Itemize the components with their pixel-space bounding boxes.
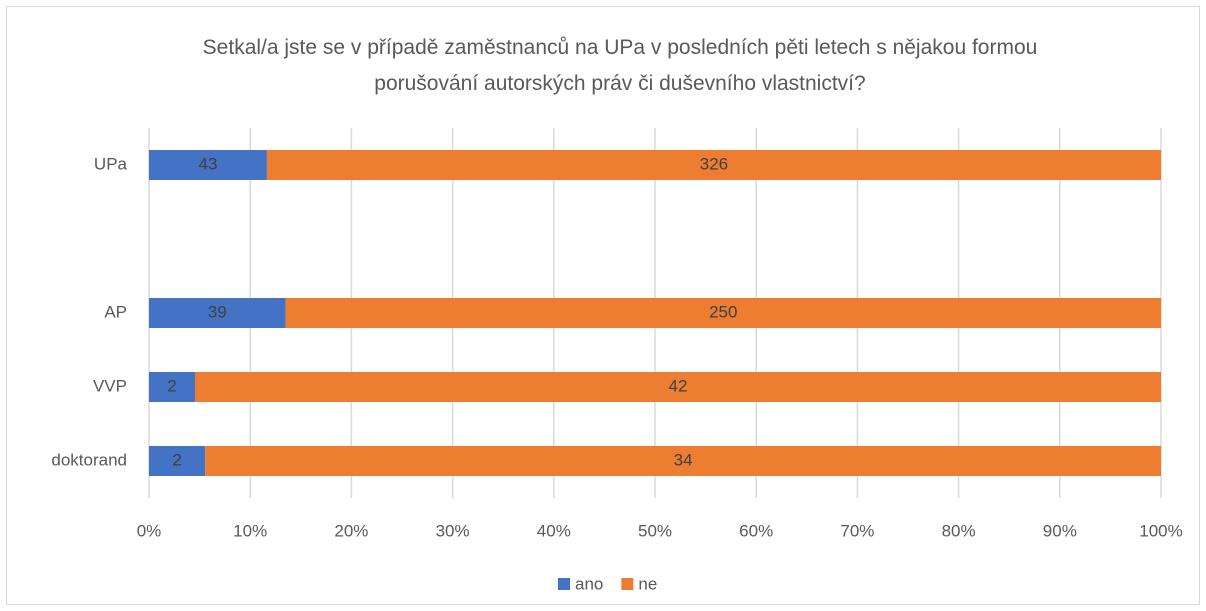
y-tick-label: VVP: [93, 376, 127, 395]
data-label: 2: [172, 450, 181, 469]
legend-swatch: [558, 578, 570, 590]
chart-border: [6, 6, 1200, 605]
legend-label: ano: [575, 574, 603, 593]
bar-segment: [149, 150, 267, 180]
x-tick-label: 70%: [840, 521, 874, 540]
bar-segment: [205, 446, 1161, 476]
bar-segment: [149, 372, 195, 402]
legend-label: ne: [638, 574, 657, 593]
x-tick-label: 80%: [942, 521, 976, 540]
bar-segment: [285, 298, 1161, 328]
bar-segment: [266, 150, 1161, 180]
data-label: 39: [208, 302, 227, 321]
x-tick-label: 30%: [436, 521, 470, 540]
bar-segment: [149, 446, 206, 476]
x-tick-label: 0%: [137, 521, 162, 540]
x-tick-label: 10%: [233, 521, 267, 540]
y-tick-label: AP: [104, 302, 127, 321]
x-tick-label: 40%: [537, 521, 571, 540]
chart-title: Setkal/a jste se v případě zaměstnanců n…: [202, 36, 1038, 95]
y-tick-label: doktorand: [51, 450, 127, 469]
x-tick-label: 20%: [334, 521, 368, 540]
legend-swatch: [621, 578, 634, 590]
bar-segment: [149, 298, 286, 328]
x-tick-label: 90%: [1043, 521, 1077, 540]
x-tick-label: 60%: [739, 521, 773, 540]
data-label: 43: [199, 154, 218, 173]
x-tick-label: 100%: [1139, 521, 1182, 540]
y-tick-label: UPa: [94, 154, 128, 173]
bar-segment: [195, 372, 1161, 402]
data-label: 2: [167, 376, 176, 395]
data-label: 34: [674, 450, 693, 469]
data-label: 326: [700, 154, 728, 173]
data-label: 42: [669, 376, 688, 395]
x-tick-label: 50%: [638, 521, 672, 540]
data-label: 250: [709, 302, 737, 321]
